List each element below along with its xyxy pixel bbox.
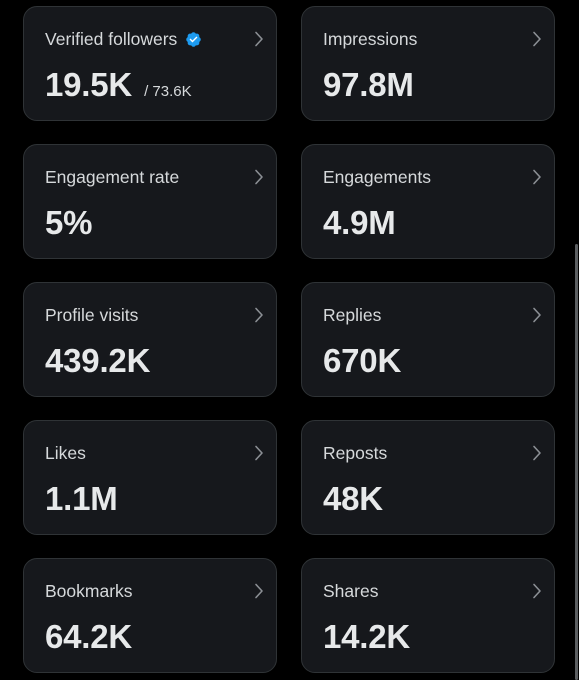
card-value: 64.2K (45, 618, 133, 655)
card-label: Engagement rate (45, 167, 180, 187)
card-engagements[interactable]: Engagements 4.9M (301, 144, 555, 259)
card-label: Impressions (323, 29, 418, 49)
card-bookmarks[interactable]: Bookmarks 64.2K (23, 558, 277, 673)
chevron-right-icon (532, 31, 542, 47)
card-profile-visits[interactable]: Profile visits 439.2K (23, 282, 277, 397)
card-value: 1.1M (45, 480, 118, 517)
chevron-right-icon (254, 445, 264, 461)
chevron-right-icon (532, 169, 542, 185)
card-shares[interactable]: Shares 14.2K (301, 558, 555, 673)
card-value: 670K (323, 342, 402, 379)
card-label: Bookmarks (45, 581, 133, 601)
card-value: 4.9M (323, 204, 396, 241)
card-label: Profile visits (45, 305, 139, 325)
card-likes[interactable]: Likes 1.1M (23, 420, 277, 535)
card-value: 97.8M (323, 66, 414, 103)
card-label: Reposts (323, 443, 388, 463)
scrollbar[interactable] (575, 244, 578, 680)
chevron-right-icon (532, 307, 542, 323)
card-value: 439.2K (45, 342, 151, 379)
card-label: Replies (323, 305, 382, 325)
chevron-right-icon (532, 583, 542, 599)
card-impressions[interactable]: Impressions 97.8M (301, 6, 555, 121)
chevron-right-icon (254, 307, 264, 323)
card-reposts[interactable]: Reposts 48K (301, 420, 555, 535)
card-value: 5% (45, 204, 93, 241)
card-label: Verified followers (45, 29, 178, 49)
card-value: 19.5K (45, 66, 133, 103)
card-label: Likes (45, 443, 86, 463)
verified-badge-icon (185, 31, 202, 48)
card-engagement-rate[interactable]: Engagement rate 5% (23, 144, 277, 259)
chevron-right-icon (254, 169, 264, 185)
chevron-right-icon (532, 445, 542, 461)
card-subvalue: / 73.6K (144, 83, 192, 100)
chevron-right-icon (254, 583, 264, 599)
card-value: 14.2K (323, 618, 411, 655)
chevron-right-icon (254, 31, 264, 47)
card-replies[interactable]: Replies 670K (301, 282, 555, 397)
card-label: Shares (323, 581, 379, 601)
card-value: 48K (323, 480, 383, 517)
card-label: Engagements (323, 167, 431, 187)
card-verified-followers[interactable]: Verified followers 19.5K / 73.6K (23, 6, 277, 121)
